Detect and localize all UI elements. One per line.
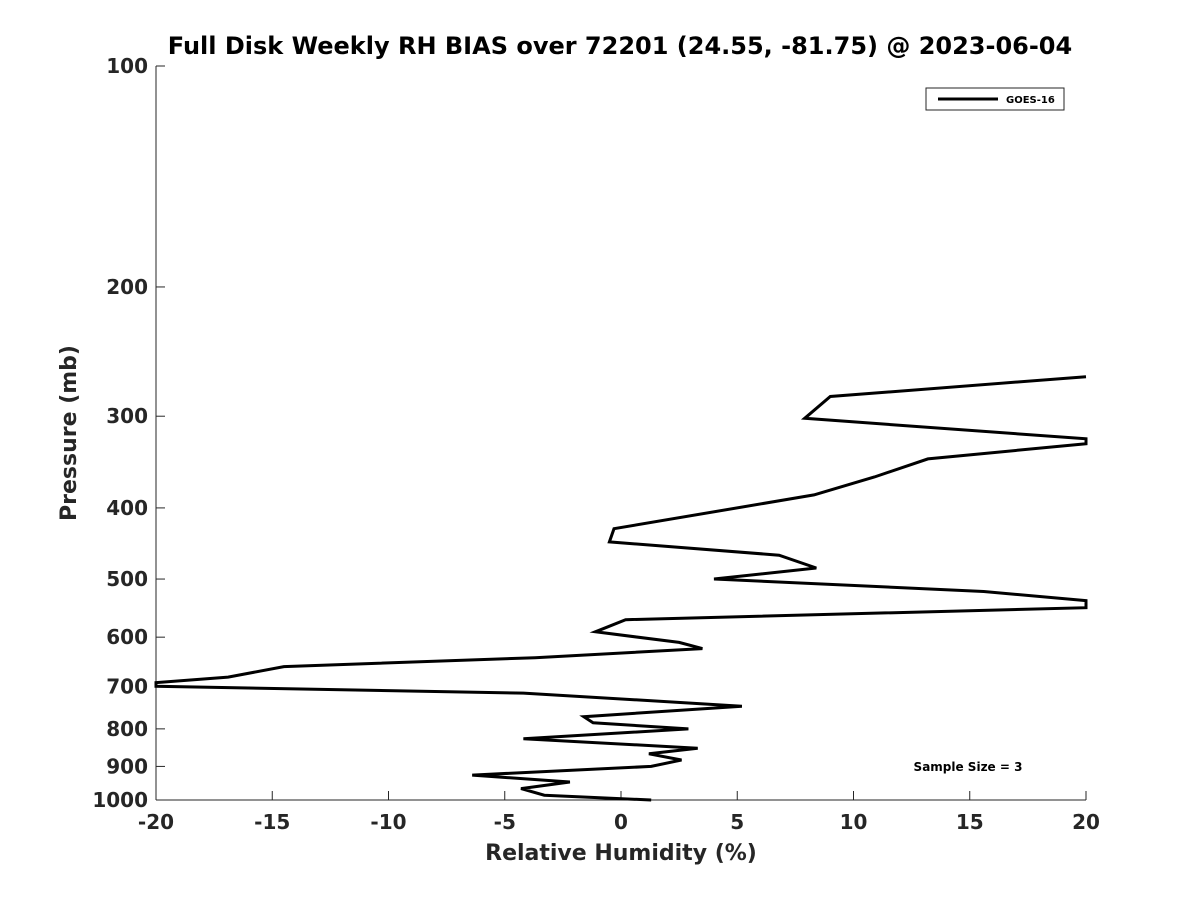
y-tick-label: 400 [106, 496, 148, 520]
x-axis-ticks: -20 -15 -10 -5 0 5 10 15 20 [138, 791, 1100, 834]
x-tick-label: 0 [614, 810, 628, 834]
x-axis-label: Relative Humidity (%) [485, 841, 757, 866]
x-tick-label: -5 [494, 810, 516, 834]
series-line-goes-16 [154, 375, 1088, 802]
y-axis-ticks: 1000 900 800 700 600 500 400 300 200 100 [92, 54, 165, 812]
y-tick-label: 900 [106, 754, 148, 778]
series-layer [154, 375, 1088, 802]
y-tick-label: 200 [106, 275, 148, 299]
x-tick-label: 5 [730, 810, 744, 834]
sample-size-annotation: Sample Size = 3 [914, 760, 1023, 774]
x-tick-label: -20 [138, 810, 174, 834]
y-tick-label: 300 [106, 404, 148, 428]
y-tick-label: 500 [106, 567, 148, 591]
x-tick-label: 15 [956, 810, 984, 834]
y-tick-label: 600 [106, 625, 148, 649]
y-axis-label: Pressure (mb) [57, 345, 82, 521]
chart-title: Full Disk Weekly RH BIAS over 72201 (24.… [168, 32, 1072, 60]
x-tick-label: -15 [254, 810, 290, 834]
legend-entry-goes-16: GOES-16 [1006, 95, 1055, 106]
y-tick-label: 100 [106, 54, 148, 78]
y-tick-label: 800 [106, 717, 148, 741]
x-tick-label: 20 [1072, 810, 1100, 834]
y-tick-label: 1000 [92, 788, 148, 812]
x-tick-label: -10 [370, 810, 406, 834]
plot-area: -20 -15 -10 -5 0 5 10 15 20 1000 900 800 700 600 500 4… [92, 54, 1100, 834]
legend: GOES-16 [925, 87, 1065, 111]
x-tick-label: 10 [840, 810, 868, 834]
y-tick-label: 700 [106, 674, 148, 698]
